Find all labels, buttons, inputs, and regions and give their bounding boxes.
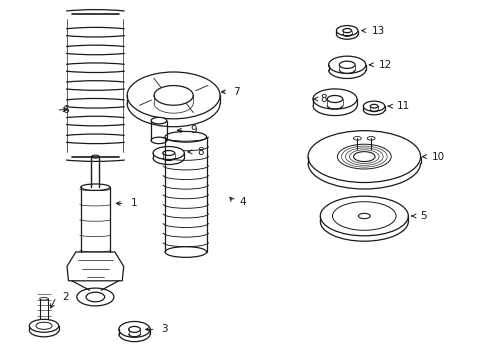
Text: 2: 2 <box>62 292 69 302</box>
Ellipse shape <box>332 202 395 230</box>
Text: 10: 10 <box>431 152 445 162</box>
Ellipse shape <box>77 288 114 306</box>
Ellipse shape <box>127 72 220 119</box>
Ellipse shape <box>307 131 420 183</box>
Text: 4: 4 <box>239 197 246 207</box>
Ellipse shape <box>369 104 377 108</box>
Text: 7: 7 <box>233 87 240 97</box>
Ellipse shape <box>36 322 52 329</box>
Ellipse shape <box>91 155 99 158</box>
Ellipse shape <box>165 247 206 257</box>
Ellipse shape <box>328 56 365 73</box>
Ellipse shape <box>151 137 166 144</box>
Text: 1: 1 <box>130 198 137 208</box>
Ellipse shape <box>337 144 390 169</box>
Ellipse shape <box>312 89 356 109</box>
Ellipse shape <box>342 28 351 33</box>
Text: 12: 12 <box>378 60 391 70</box>
Text: 9: 9 <box>190 125 197 135</box>
Text: 8: 8 <box>320 94 326 104</box>
Text: 6: 6 <box>62 105 69 115</box>
Ellipse shape <box>119 321 150 337</box>
Ellipse shape <box>339 61 354 68</box>
Ellipse shape <box>86 292 104 302</box>
Ellipse shape <box>128 327 140 332</box>
Ellipse shape <box>366 136 374 140</box>
Ellipse shape <box>81 184 110 190</box>
Ellipse shape <box>163 150 174 156</box>
Ellipse shape <box>165 131 206 142</box>
Ellipse shape <box>363 101 384 111</box>
Text: 8: 8 <box>197 147 204 157</box>
Ellipse shape <box>154 86 193 105</box>
Ellipse shape <box>153 147 184 159</box>
Ellipse shape <box>353 152 374 162</box>
Text: 5: 5 <box>420 211 427 221</box>
Ellipse shape <box>353 136 361 140</box>
Ellipse shape <box>151 117 166 124</box>
Ellipse shape <box>320 196 407 236</box>
Ellipse shape <box>336 26 357 36</box>
Ellipse shape <box>40 297 48 300</box>
Polygon shape <box>67 252 123 281</box>
Text: 3: 3 <box>161 324 168 334</box>
Ellipse shape <box>29 319 59 332</box>
Ellipse shape <box>358 213 369 219</box>
Ellipse shape <box>326 95 342 103</box>
Text: 11: 11 <box>396 101 409 111</box>
Text: 13: 13 <box>371 26 384 36</box>
